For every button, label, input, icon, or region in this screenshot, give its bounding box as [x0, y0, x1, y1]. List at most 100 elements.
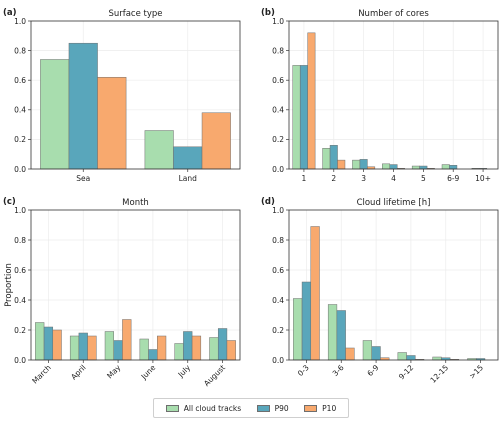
bar-p10-1 — [87, 335, 97, 361]
ytick-label: 0.4 — [272, 296, 284, 305]
xtick-label: June — [139, 363, 158, 382]
bar-all-5 — [441, 164, 450, 170]
bar-all-1 — [144, 130, 174, 170]
ytick-label: 0.4 — [14, 106, 26, 115]
panel-letter: (d) — [261, 197, 275, 207]
xtick-label: 6-9 — [365, 363, 380, 378]
panel-title: Surface type — [108, 9, 162, 19]
ytick-label: 1.0 — [272, 17, 284, 26]
xtick-label: 3-6 — [331, 363, 346, 378]
legend-label-p10: P10 — [322, 403, 337, 413]
bar-p90-0 — [43, 326, 54, 361]
xtick-label: 3 — [361, 174, 366, 183]
bar-p90-2 — [113, 340, 123, 361]
bar-all-4 — [174, 343, 184, 361]
bar-p10-5 — [226, 340, 236, 361]
ytick-label: 0.0 — [14, 356, 26, 365]
ytick-label: 0.8 — [14, 46, 26, 55]
ytick-label: 1.0 — [272, 206, 284, 215]
bar-p10-1 — [201, 112, 231, 170]
xtick-label: 9-12 — [397, 363, 416, 382]
bar-all-0 — [35, 322, 45, 361]
bar-p90-0 — [299, 65, 308, 170]
xtick-label: Land — [179, 174, 198, 183]
xtick-label: April — [69, 363, 87, 381]
bar-all-1 — [69, 335, 80, 361]
bar-p90-1 — [329, 145, 338, 170]
panel-2: 0.0 0.2 0.4 0.6 0.8 1.0 March April May June July A… — [3, 197, 241, 388]
bar-all-0 — [40, 59, 70, 170]
bar-p10-2 — [122, 319, 132, 361]
xtick-label: July — [176, 363, 193, 380]
ytick-label: 0.0 — [14, 165, 26, 174]
xtick-label: 4 — [391, 174, 396, 183]
panel-title: Number of cores — [358, 9, 429, 19]
bar-p10-0 — [97, 76, 127, 170]
legend-label-all: All cloud tracks — [183, 403, 242, 413]
bar-all-0 — [293, 298, 303, 361]
xtick-label: 12-15 — [428, 363, 450, 385]
ytick-label: 0.6 — [14, 76, 26, 85]
legend-swatch-p90 — [256, 404, 270, 412]
legend-item-p90: P90 — [256, 403, 289, 413]
bar-p90-0 — [68, 42, 98, 170]
ytick-label: 0.6 — [272, 266, 284, 275]
bar-p10-0 — [52, 329, 62, 361]
bar-all-3 — [397, 352, 407, 361]
panel-3: 0.0 0.2 0.4 0.6 0.8 1.0 0-3 3-6 6-9 9-12 12-15 >15 C… — [261, 197, 499, 385]
legend-swatch-p10 — [304, 404, 318, 412]
ytick-label: 0.0 — [272, 165, 284, 174]
ytick-label: 0.4 — [272, 106, 284, 115]
ytick-label: 0.6 — [14, 266, 26, 275]
xtick-label: 6-9 — [447, 174, 459, 183]
bar-all-4 — [411, 165, 420, 170]
xtick-label: 2 — [331, 174, 336, 183]
ytick-label: 1.0 — [14, 17, 26, 26]
bar-p10-0 — [307, 32, 316, 170]
bar-all-1 — [322, 148, 331, 170]
bar-p10-3 — [157, 335, 167, 361]
y-axis-label: Proportion — [4, 263, 14, 307]
bar-all-4 — [432, 356, 442, 361]
xtick-label: Sea — [76, 174, 90, 183]
axes-frame — [30, 209, 241, 361]
bar-p90-1 — [78, 332, 88, 361]
bar-p90-0 — [301, 281, 312, 361]
bar-p90-3 — [389, 164, 398, 170]
bar-p90-4 — [419, 165, 428, 170]
legend-label-p90: P90 — [274, 403, 289, 413]
legend-item-p10: P10 — [304, 404, 336, 413]
panel-letter: (c) — [3, 197, 16, 207]
bar-p90-3 — [406, 355, 416, 361]
xtick-label: March — [30, 363, 53, 386]
bar-p90-1 — [173, 146, 203, 170]
panel-title: Cloud lifetime [h] — [357, 198, 431, 208]
bar-all-2 — [362, 340, 372, 361]
ytick-label: 0.2 — [14, 135, 26, 144]
axes-frame — [288, 209, 499, 361]
bar-p90-1 — [336, 310, 346, 361]
bar-p10-1 — [337, 159, 346, 170]
bar-p90-5 — [217, 328, 228, 361]
panel-title: Month — [122, 198, 149, 208]
bar-all-0 — [292, 65, 301, 170]
ytick-label: 0.8 — [14, 236, 26, 245]
bar-p10-1 — [345, 347, 355, 361]
xtick-label: 1 — [302, 174, 307, 183]
ytick-label: 0.4 — [14, 296, 26, 305]
bar-all-5 — [209, 337, 219, 361]
xtick-label: 0-3 — [296, 363, 311, 378]
bar-p90-3 — [148, 349, 158, 361]
panel-1: 0.0 0.2 0.4 0.6 0.8 1.0 1 2 3 4 5 6-9 10+ Number of c… — [261, 8, 499, 183]
bar-all-2 — [352, 159, 361, 170]
xtick-label: >15 — [467, 363, 485, 381]
panel-letter: (b) — [261, 8, 275, 18]
ytick-label: 0.0 — [272, 356, 284, 365]
bar-all-1 — [327, 304, 338, 361]
bar-p90-4 — [183, 331, 193, 361]
ytick-label: 0.2 — [14, 326, 26, 335]
bar-p90-2 — [359, 159, 368, 170]
bar-all-2 — [104, 331, 114, 361]
panel-letter: (a) — [3, 8, 17, 18]
